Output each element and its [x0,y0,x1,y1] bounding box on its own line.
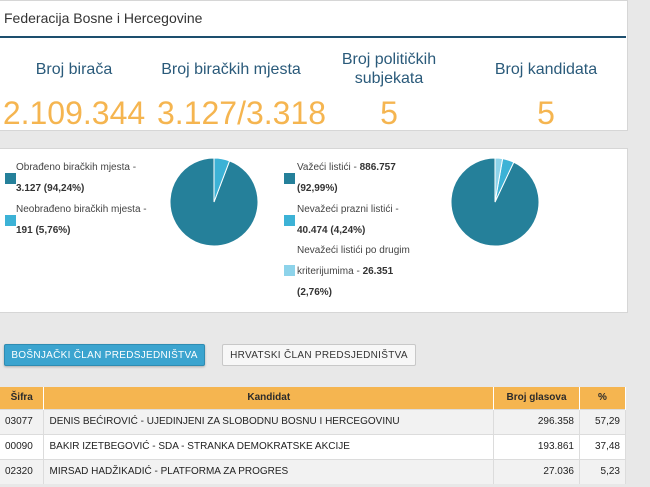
cell-pct: 57,29 [579,408,626,434]
legend-valid: Važeći listići - 886.757 (92,99%) [297,162,396,194]
stats-panel: Federacija Bosne i Hercegovine Broj bira… [0,0,628,131]
stat-voters: Broj birača 2.109.344 [0,49,148,132]
cell-votes: 27.036 [493,458,580,484]
header-candidate[interactable]: Kandidat [43,387,495,409]
cell-code: 00090 [0,433,45,459]
header-code[interactable]: Šifra [0,387,45,409]
charts-panel: Obrađeno biračkih mjesta - 3.127 (94,24%… [0,148,628,313]
legend-valid-value-count: 886.757 [359,162,396,173]
pie-slice-invalid-other[interactable] [494,157,504,203]
legend-unprocessed-value: 191 (5,76%) [16,225,71,236]
cell-votes: 193.861 [493,433,580,459]
cell-candidate: MIRSAD HADŽIKADIĆ - PLATFORMA ZA PROGRES [43,458,495,484]
legend-swatch-invalid-other [284,265,295,276]
cell-code: 02320 [0,458,45,484]
stat-voters-label: Broj birača [35,60,113,78]
cell-pct: 5,23 [579,458,626,484]
cell-candidate: BAKIR IZETBEGOVIĆ - SDA - STRANKA DEMOKR… [43,433,495,459]
pie-slice-processed[interactable] [169,157,259,247]
header-votes[interactable]: Broj glasova [493,387,580,409]
cell-candidate: DENIS BEĆIROVIĆ - UJEDINJENI ZA SLOBODNU… [43,408,495,434]
stat-political-subjects-label: Broj političkih subjekata [341,51,437,87]
stat-voters-value: 2.109.344 [2,95,146,131]
header-pct[interactable]: % [579,387,626,409]
legend-invalid-empty: Nevažeći prazni listići - 40.474 (4,24%) [297,204,399,236]
stat-polling-stations-label: Broj biračkih mjesta [161,60,301,78]
table-row: 00090 BAKIR IZETBEGOVIĆ - SDA - STRANKA … [0,433,626,459]
cell-votes: 296.358 [493,408,580,434]
legend-unprocessed: Neobrađeno biračkih mjesta - 191 (5,76%) [16,204,147,236]
legend-swatch-unprocessed [5,215,16,226]
legend-valid-value-pct: (92,99%) [297,183,338,194]
table-row: 03077 DENIS BEĆIROVIĆ - UJEDINJENI ZA SL… [0,408,626,434]
legend-unprocessed-label: Neobrađeno biračkih mjesta [16,204,141,215]
cell-code: 03077 [0,408,45,434]
legend-processed-value: 3.127 (94,24%) [16,183,85,194]
results-table: Šifra Kandidat Broj glasova % 03077 DENI… [0,387,626,484]
legend-invalid-other-value-pct: (2,76%) [297,287,333,298]
legend-invalid-other-label-1: Nevažeći listići po drugim [297,245,410,256]
legend-valid-label: Važeći listići [297,162,351,173]
legend-swatch-valid [284,173,295,184]
stat-polling-stations-value: 3.127/3.318 [157,95,327,131]
stat-political-subjects: Broj političkih subjekata 5 [315,49,463,131]
legend-processed-label: Obrađeno biračkih mjesta [16,162,130,173]
title-divider [0,36,626,38]
legend-swatch-processed [5,173,16,184]
stat-polling-stations: Broj biračkih mjesta 3.127/3.318 [157,49,327,132]
stat-candidates: Broj kandidata 5 [472,49,620,132]
legend-processed: Obrađeno biračkih mjesta - 3.127 (94,24%… [16,162,137,194]
legend-swatch-invalid-empty [284,215,295,226]
stat-political-subjects-value: 5 [380,95,398,131]
stat-candidates-label: Broj kandidata [494,60,598,78]
legend-invalid-other-label-2: kriterijumima [297,266,354,277]
legend-invalid-other: Nevažeći listići po drugim kriterijumima… [297,240,410,303]
table-header-row: Šifra Kandidat Broj glasova % [0,387,626,409]
legend-invalid-empty-label: Nevažeći prazni listići [297,204,393,215]
stat-candidates-value: 5 [537,95,555,131]
tab-bosniak-member[interactable]: BOŠNJAČKI ČLAN PREDSJEDNIŠTVA [4,344,205,366]
legend-invalid-empty-value: 40.474 (4,24%) [297,225,366,236]
table-row: 02320 MIRSAD HADŽIKADIĆ - PLATFORMA ZA P… [0,458,626,484]
pie-slice-unprocessed[interactable] [213,157,231,203]
ballots-pie-chart [450,157,540,247]
cell-pct: 37,48 [579,433,626,459]
legend-invalid-other-value: 26.351 [362,266,394,277]
tab-croat-member[interactable]: HRVATSKI ČLAN PREDSJEDNIŠTVA [222,344,416,366]
region-title: Federacija Bosne i Hercegovine [4,10,203,26]
polling-stations-pie-chart [169,157,259,247]
